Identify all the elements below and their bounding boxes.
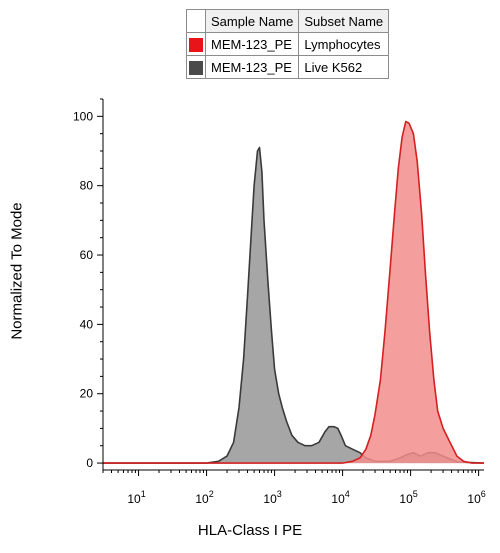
legend-header-subset: Subset Name — [298, 9, 390, 33]
series-area-lymphocytes — [103, 121, 484, 464]
legend-swatch-cell — [186, 55, 206, 79]
legend-subset-name: Lymphocytes — [298, 32, 390, 56]
x-tick-label: 103 — [263, 489, 281, 506]
y-tick-label: 20 — [80, 387, 94, 401]
y-tick-label: 40 — [80, 317, 94, 331]
legend-swatch-gray — [189, 60, 203, 75]
x-tick-label: 101 — [127, 489, 145, 506]
legend-row-lymphocytes: MEM-123_PE Lymphocytes — [186, 32, 390, 56]
legend-header-row: Sample Name Subset Name — [186, 9, 390, 33]
y-tick-label: 80 — [80, 179, 94, 193]
y-axis-label: Normalized To Mode — [8, 202, 26, 340]
legend-sample-name: MEM-123_PE — [204, 32, 300, 56]
legend-table: Sample Name Subset Name MEM-123_PE Lymph… — [186, 9, 390, 79]
x-axis-label: HLA-Class I PE — [197, 522, 303, 539]
y-tick-label: 0 — [86, 456, 93, 470]
legend-subset-name: Live K562 — [298, 55, 390, 79]
y-tick-label: 60 — [80, 248, 94, 262]
legend-header-sample: Sample Name — [204, 9, 300, 33]
x-tick-label: 106 — [467, 489, 485, 506]
series-line-lymphocytes — [103, 120, 484, 464]
y-tick-label: 100 — [73, 109, 93, 123]
legend-swatch-cell — [186, 32, 206, 56]
x-tick-label: 105 — [399, 489, 417, 506]
legend-swatch-red — [189, 37, 203, 52]
legend-row-live-k562: MEM-123_PE Live K562 — [186, 55, 390, 79]
x-tick-label: 102 — [195, 489, 213, 506]
x-tick-label: 104 — [331, 489, 349, 506]
legend-sample-name: MEM-123_PE — [204, 55, 300, 79]
